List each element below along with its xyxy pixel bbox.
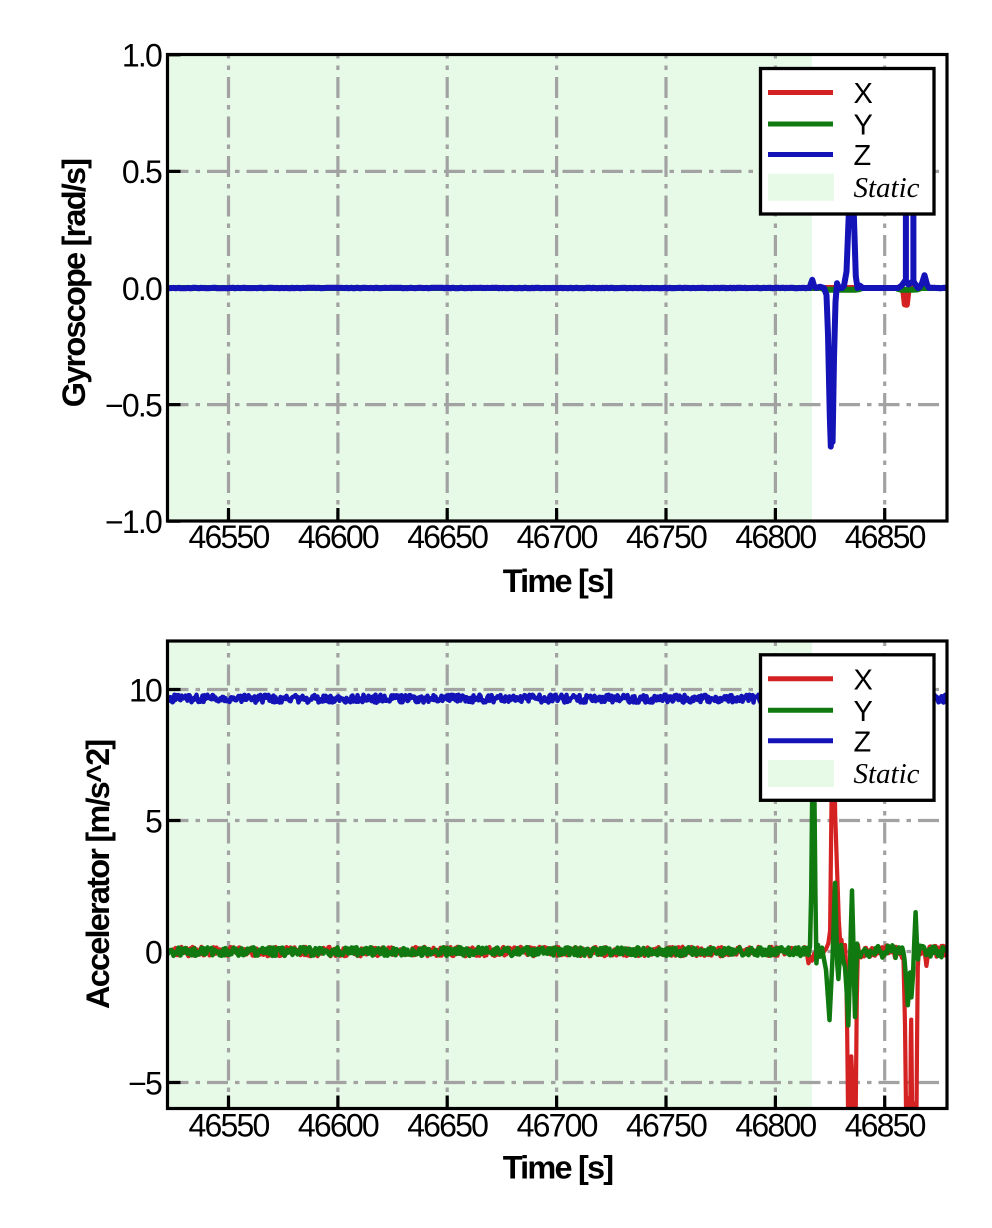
svg-text:46800: 46800 [735,519,816,555]
svg-text:X: X [854,664,873,696]
svg-text:46800: 46800 [735,1108,816,1144]
svg-text:46850: 46850 [845,1108,926,1144]
svg-text:46550: 46550 [189,519,270,555]
svg-text:46750: 46750 [626,1108,707,1144]
svg-text:−5: −5 [128,1065,162,1101]
svg-text:46600: 46600 [298,1108,379,1144]
svg-text:X: X [854,78,873,110]
svg-text:Y: Y [854,110,873,142]
svg-text:46700: 46700 [517,519,598,555]
svg-text:Static: Static [854,758,920,790]
svg-text:46600: 46600 [298,519,379,555]
svg-text:0: 0 [145,934,162,970]
svg-text:10: 10 [129,672,162,708]
svg-text:Z: Z [854,726,872,758]
svg-text:−0.5: −0.5 [105,387,162,423]
svg-text:46750: 46750 [626,519,707,555]
svg-text:Time [s]: Time [s] [503,563,613,599]
svg-text:Z: Z [854,140,872,172]
svg-text:Gyroscope [rad/s]: Gyroscope [rad/s] [56,160,92,408]
svg-text:5: 5 [145,803,162,839]
svg-text:46550: 46550 [189,1108,270,1144]
svg-text:0.5: 0.5 [122,154,162,190]
svg-text:Time [s]: Time [s] [503,1150,613,1186]
svg-text:Static: Static [854,172,920,204]
svg-text:−1.0: −1.0 [105,504,162,540]
svg-text:0.0: 0.0 [122,271,162,307]
svg-text:Accelerator [m/s^2]: Accelerator [m/s^2] [80,741,116,1009]
svg-text:1.0: 1.0 [122,38,162,74]
svg-text:46650: 46650 [407,1108,488,1144]
svg-text:46700: 46700 [517,1108,598,1144]
svg-text:Y: Y [854,696,873,728]
svg-text:46850: 46850 [845,519,926,555]
svg-text:46650: 46650 [407,519,488,555]
